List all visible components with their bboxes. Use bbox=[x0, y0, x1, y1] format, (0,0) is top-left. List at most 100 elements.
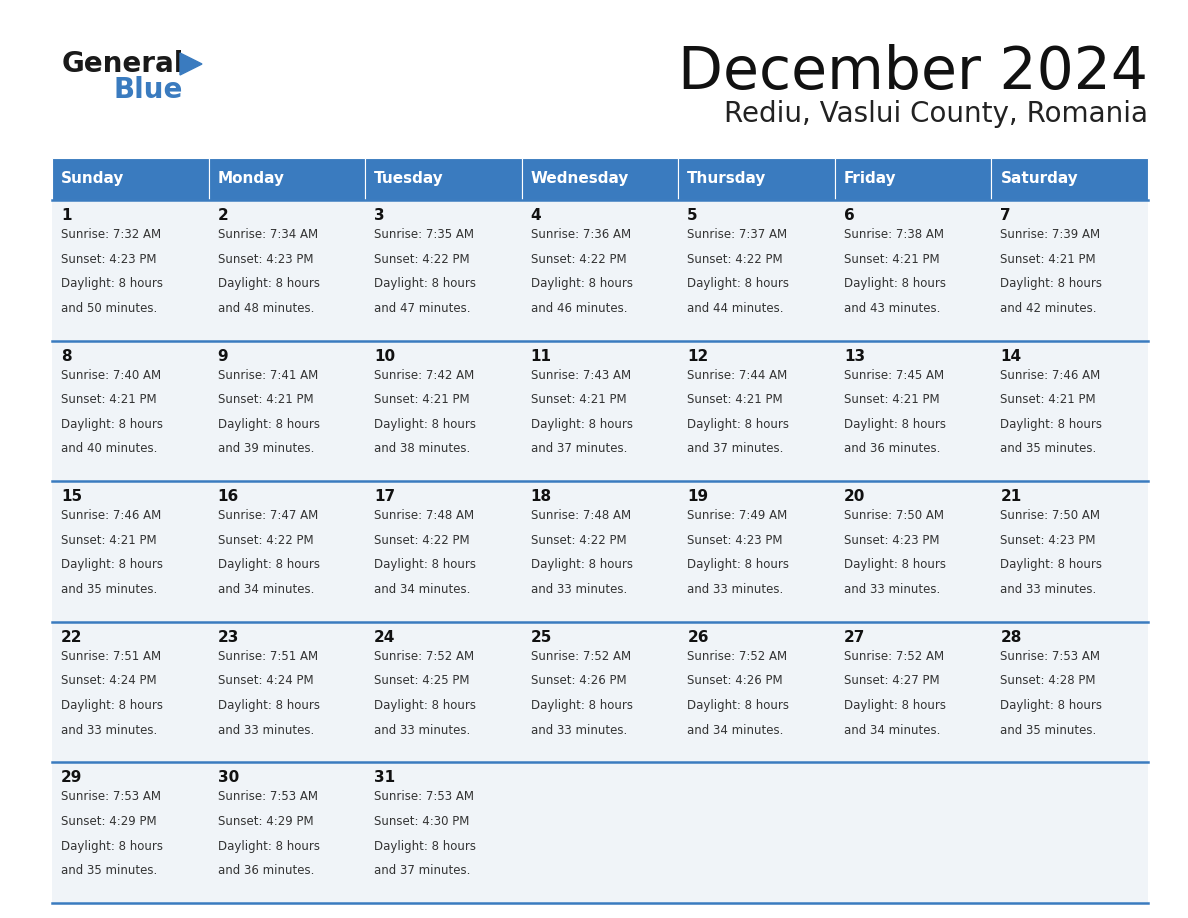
Text: 18: 18 bbox=[531, 489, 552, 504]
Bar bbox=[992, 158, 1148, 200]
Text: Daylight: 8 hours: Daylight: 8 hours bbox=[1000, 558, 1102, 571]
Bar bbox=[522, 341, 678, 481]
Text: Sunrise: 7:52 AM: Sunrise: 7:52 AM bbox=[374, 650, 474, 663]
Text: and 33 minutes.: and 33 minutes. bbox=[531, 583, 627, 596]
Bar bbox=[678, 200, 835, 341]
Text: Sunset: 4:21 PM: Sunset: 4:21 PM bbox=[1000, 393, 1097, 406]
Text: Daylight: 8 hours: Daylight: 8 hours bbox=[843, 277, 946, 290]
Text: Sunrise: 7:44 AM: Sunrise: 7:44 AM bbox=[688, 369, 788, 382]
Text: and 36 minutes.: and 36 minutes. bbox=[217, 864, 314, 878]
Text: 2: 2 bbox=[217, 208, 228, 223]
Text: Daylight: 8 hours: Daylight: 8 hours bbox=[1000, 699, 1102, 712]
Text: Daylight: 8 hours: Daylight: 8 hours bbox=[1000, 277, 1102, 290]
Text: Sunrise: 7:52 AM: Sunrise: 7:52 AM bbox=[843, 650, 944, 663]
Text: Sunrise: 7:39 AM: Sunrise: 7:39 AM bbox=[1000, 228, 1100, 241]
Text: 20: 20 bbox=[843, 489, 865, 504]
Text: 10: 10 bbox=[374, 349, 396, 364]
Text: Sunset: 4:27 PM: Sunset: 4:27 PM bbox=[843, 675, 940, 688]
Text: Sunrise: 7:51 AM: Sunrise: 7:51 AM bbox=[217, 650, 317, 663]
Bar bbox=[52, 621, 209, 763]
Text: Daylight: 8 hours: Daylight: 8 hours bbox=[688, 277, 789, 290]
Text: Sunset: 4:21 PM: Sunset: 4:21 PM bbox=[217, 393, 314, 406]
Text: 13: 13 bbox=[843, 349, 865, 364]
Text: Sunrise: 7:40 AM: Sunrise: 7:40 AM bbox=[61, 369, 162, 382]
Text: 17: 17 bbox=[374, 489, 396, 504]
Text: and 38 minutes.: and 38 minutes. bbox=[374, 442, 470, 455]
Bar bbox=[209, 158, 365, 200]
Text: and 33 minutes.: and 33 minutes. bbox=[843, 583, 940, 596]
Text: Daylight: 8 hours: Daylight: 8 hours bbox=[61, 699, 163, 712]
Bar bbox=[835, 200, 992, 341]
Text: and 37 minutes.: and 37 minutes. bbox=[688, 442, 784, 455]
Text: 16: 16 bbox=[217, 489, 239, 504]
Bar bbox=[992, 200, 1148, 341]
Text: Sunset: 4:23 PM: Sunset: 4:23 PM bbox=[843, 533, 940, 547]
Text: 11: 11 bbox=[531, 349, 551, 364]
Text: Sunset: 4:22 PM: Sunset: 4:22 PM bbox=[217, 533, 314, 547]
Text: 26: 26 bbox=[688, 630, 709, 644]
Text: Sunrise: 7:48 AM: Sunrise: 7:48 AM bbox=[374, 509, 474, 522]
Text: and 35 minutes.: and 35 minutes. bbox=[1000, 723, 1097, 736]
Text: Sunset: 4:22 PM: Sunset: 4:22 PM bbox=[688, 252, 783, 265]
Text: and 34 minutes.: and 34 minutes. bbox=[843, 723, 940, 736]
Text: Sunset: 4:22 PM: Sunset: 4:22 PM bbox=[531, 252, 626, 265]
Text: and 33 minutes.: and 33 minutes. bbox=[1000, 583, 1097, 596]
Text: and 39 minutes.: and 39 minutes. bbox=[217, 442, 314, 455]
Text: Sunrise: 7:53 AM: Sunrise: 7:53 AM bbox=[374, 790, 474, 803]
Text: Sunday: Sunday bbox=[61, 172, 125, 186]
Bar bbox=[992, 481, 1148, 621]
Text: Daylight: 8 hours: Daylight: 8 hours bbox=[374, 558, 476, 571]
Text: Sunrise: 7:52 AM: Sunrise: 7:52 AM bbox=[688, 650, 788, 663]
Text: Sunset: 4:22 PM: Sunset: 4:22 PM bbox=[374, 533, 469, 547]
Text: Sunset: 4:23 PM: Sunset: 4:23 PM bbox=[217, 252, 314, 265]
Bar bbox=[52, 200, 209, 341]
Text: Tuesday: Tuesday bbox=[374, 172, 444, 186]
Bar bbox=[678, 341, 835, 481]
Text: 27: 27 bbox=[843, 630, 865, 644]
Text: Daylight: 8 hours: Daylight: 8 hours bbox=[61, 277, 163, 290]
Text: and 35 minutes.: and 35 minutes. bbox=[61, 864, 157, 878]
Text: Sunset: 4:21 PM: Sunset: 4:21 PM bbox=[843, 252, 940, 265]
Text: Daylight: 8 hours: Daylight: 8 hours bbox=[688, 418, 789, 431]
Text: Daylight: 8 hours: Daylight: 8 hours bbox=[1000, 418, 1102, 431]
Text: and 48 minutes.: and 48 minutes. bbox=[217, 302, 314, 315]
Text: Sunset: 4:21 PM: Sunset: 4:21 PM bbox=[61, 533, 157, 547]
Text: and 44 minutes.: and 44 minutes. bbox=[688, 302, 784, 315]
Text: and 50 minutes.: and 50 minutes. bbox=[61, 302, 157, 315]
Text: Daylight: 8 hours: Daylight: 8 hours bbox=[217, 699, 320, 712]
Text: Thursday: Thursday bbox=[688, 172, 766, 186]
Text: Sunrise: 7:35 AM: Sunrise: 7:35 AM bbox=[374, 228, 474, 241]
Text: 3: 3 bbox=[374, 208, 385, 223]
Text: Sunrise: 7:43 AM: Sunrise: 7:43 AM bbox=[531, 369, 631, 382]
Bar bbox=[678, 481, 835, 621]
Text: Sunset: 4:29 PM: Sunset: 4:29 PM bbox=[61, 815, 157, 828]
Bar bbox=[52, 481, 209, 621]
Text: Sunset: 4:23 PM: Sunset: 4:23 PM bbox=[688, 533, 783, 547]
Bar bbox=[992, 621, 1148, 763]
Text: Sunrise: 7:53 AM: Sunrise: 7:53 AM bbox=[61, 790, 162, 803]
Text: 23: 23 bbox=[217, 630, 239, 644]
Text: Sunrise: 7:51 AM: Sunrise: 7:51 AM bbox=[61, 650, 162, 663]
Bar bbox=[835, 481, 992, 621]
Bar bbox=[678, 763, 835, 903]
Text: Daylight: 8 hours: Daylight: 8 hours bbox=[374, 277, 476, 290]
Text: General: General bbox=[62, 50, 184, 78]
Text: Sunset: 4:22 PM: Sunset: 4:22 PM bbox=[374, 252, 469, 265]
Text: Sunrise: 7:34 AM: Sunrise: 7:34 AM bbox=[217, 228, 317, 241]
Text: Sunset: 4:21 PM: Sunset: 4:21 PM bbox=[1000, 252, 1097, 265]
Text: and 33 minutes.: and 33 minutes. bbox=[374, 723, 470, 736]
Text: Rediu, Vaslui County, Romania: Rediu, Vaslui County, Romania bbox=[723, 100, 1148, 128]
Text: and 40 minutes.: and 40 minutes. bbox=[61, 442, 157, 455]
Text: 21: 21 bbox=[1000, 489, 1022, 504]
Text: Sunset: 4:24 PM: Sunset: 4:24 PM bbox=[217, 675, 314, 688]
Text: 29: 29 bbox=[61, 770, 82, 786]
Bar bbox=[678, 621, 835, 763]
Text: Friday: Friday bbox=[843, 172, 897, 186]
Bar bbox=[992, 341, 1148, 481]
Bar bbox=[52, 158, 209, 200]
Text: 14: 14 bbox=[1000, 349, 1022, 364]
Text: 31: 31 bbox=[374, 770, 396, 786]
Text: and 42 minutes.: and 42 minutes. bbox=[1000, 302, 1097, 315]
Text: Sunset: 4:23 PM: Sunset: 4:23 PM bbox=[61, 252, 157, 265]
Text: Sunset: 4:21 PM: Sunset: 4:21 PM bbox=[531, 393, 626, 406]
